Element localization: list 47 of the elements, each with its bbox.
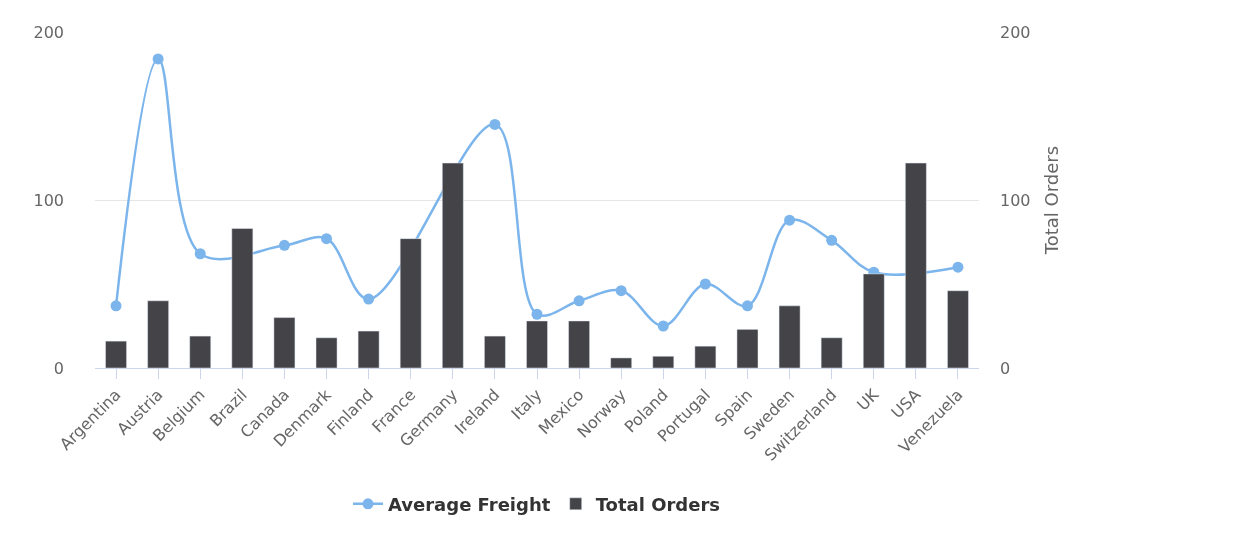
bar [484, 335, 506, 368]
point [278, 239, 290, 251]
bar [736, 329, 759, 368]
bar [905, 162, 927, 368]
bar [105, 340, 127, 368]
y2-axis-title: Total Orders [1040, 145, 1062, 256]
point [657, 320, 669, 332]
point [826, 234, 838, 246]
y-tick-label: 0 [53, 358, 64, 378]
point [152, 53, 164, 65]
point [531, 308, 543, 320]
bar [568, 320, 590, 368]
bar [947, 290, 969, 368]
bar [526, 320, 548, 368]
point [573, 295, 585, 307]
bar [610, 357, 632, 368]
y-tick-label: 200 [33, 22, 64, 42]
y2-tick-label: 0 [1000, 358, 1011, 378]
y2-tick-label: 100 [1000, 190, 1031, 210]
bar [694, 345, 717, 368]
bar [231, 228, 254, 368]
bar [442, 162, 464, 368]
y2-tick-label: 200 [1000, 22, 1031, 42]
point [489, 118, 501, 130]
point [741, 300, 753, 312]
bar [862, 273, 885, 368]
x-tick-label: UK [853, 384, 883, 415]
bar [147, 300, 169, 368]
bar [189, 335, 212, 368]
bar [652, 355, 675, 368]
point [615, 285, 627, 297]
point [110, 300, 122, 312]
bar [357, 330, 380, 368]
bar [778, 305, 801, 368]
legend-label: Average Freight [388, 493, 551, 515]
bar [820, 337, 843, 368]
point [699, 278, 711, 290]
bar [315, 337, 338, 368]
point [321, 233, 333, 245]
point [194, 248, 206, 260]
bar [273, 317, 296, 368]
point [363, 293, 375, 305]
point [784, 214, 796, 226]
y-tick-label: 100 [33, 190, 64, 210]
legend-label: Total Orders [595, 493, 721, 515]
point [952, 261, 964, 273]
bar [399, 238, 422, 368]
